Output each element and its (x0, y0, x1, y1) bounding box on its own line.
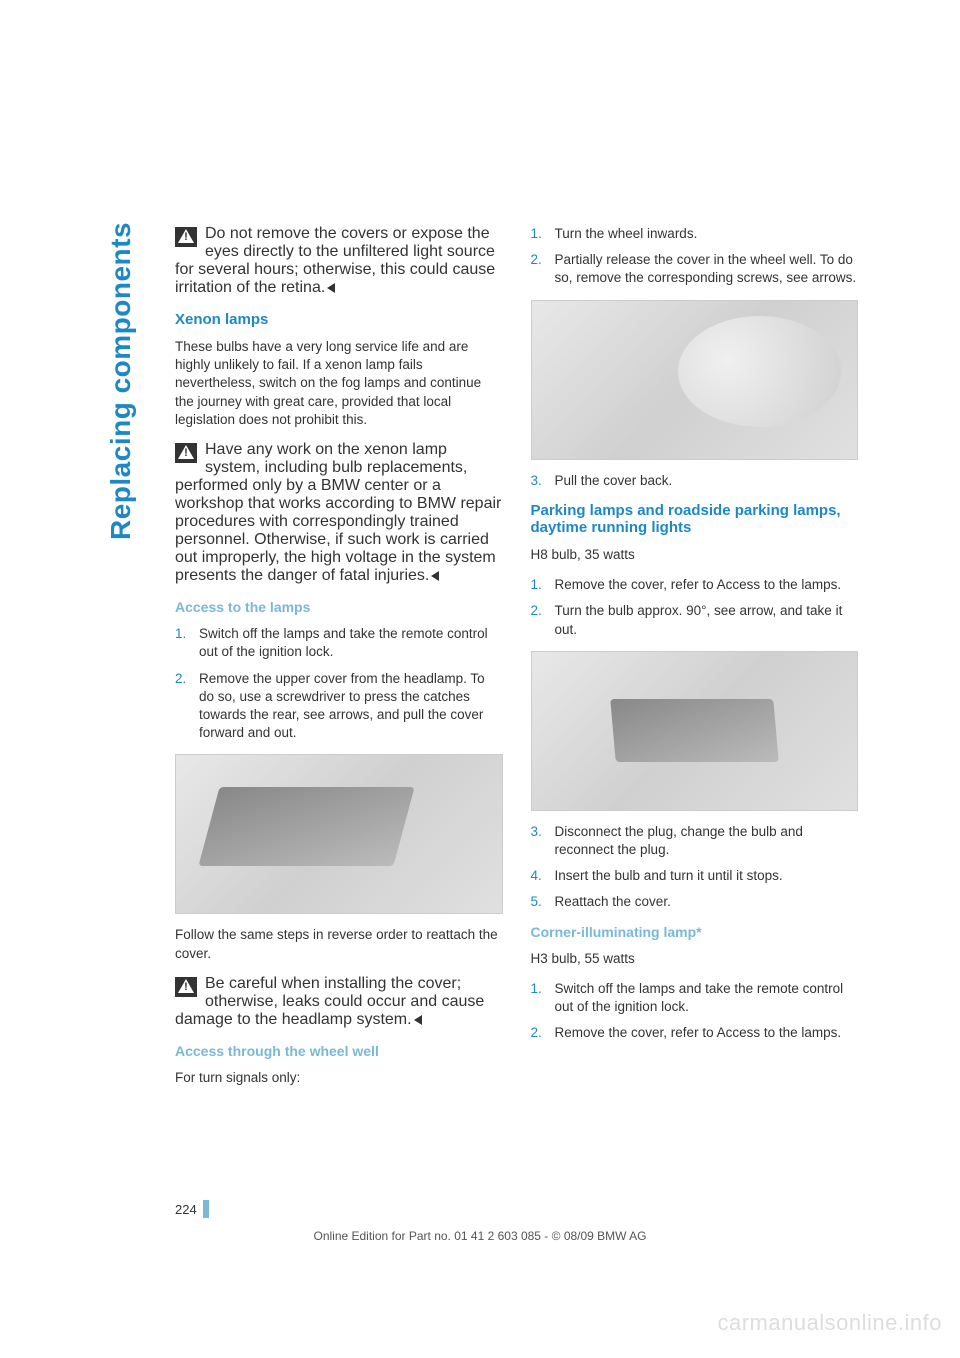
side-title: Replacing components (105, 222, 137, 540)
parking-steps-top: Remove the cover, refer to Access to the… (531, 576, 859, 639)
warning-icon (175, 227, 197, 247)
warning-xenon-text: Have any work on the xenon lamp system, … (175, 441, 501, 584)
footer-text: Online Edition for Part no. 01 41 2 603 … (0, 1229, 960, 1243)
heading-xenon: Xenon lamps (175, 311, 503, 328)
wheel-step-3: Pull the cover back. (531, 472, 859, 490)
parking-step-2: Turn the bulb approx. 90°, see arrow, an… (531, 602, 859, 638)
wheel-well-intro: For turn signals only: (175, 1069, 503, 1087)
access-step-2: Remove the upper cover from the headlamp… (175, 670, 503, 743)
figure-bulb-turn (531, 651, 859, 811)
end-indicator-icon (431, 571, 439, 581)
parking-step-3: Disconnect the plug, change the bulb and… (531, 823, 859, 859)
wheel-step-2: Partially release the cover in the wheel… (531, 251, 859, 287)
left-column: Do not remove the covers or expose the e… (175, 225, 503, 1099)
page-marker-icon (203, 1200, 209, 1218)
parking-steps-bottom: Disconnect the plug, change the bulb and… (531, 823, 859, 912)
warning-icon (175, 977, 197, 997)
heading-parking-lamps: Parking lamps and roadside parking lamps… (531, 502, 859, 536)
figure-headlamp-cover (175, 754, 503, 914)
wheel-step-1: Turn the wheel inwards. (531, 225, 859, 243)
warning-xenon: Have any work on the xenon lamp system, … (175, 441, 503, 585)
xenon-paragraph: These bulbs have a very long service lif… (175, 338, 503, 429)
heading-access-lamps: Access to the lamps (175, 599, 503, 615)
right-column: Turn the wheel inwards. Partially releas… (531, 225, 859, 1099)
parking-step-4: Insert the bulb and turn it until it sto… (531, 867, 859, 885)
access-after-text: Follow the same steps in reverse order t… (175, 926, 503, 962)
end-indicator-icon (414, 1015, 422, 1025)
warning-cover-text: Be careful when installing the cover; ot… (175, 975, 484, 1028)
page-number-wrap: 224 (175, 1200, 209, 1218)
warning-icon (175, 443, 197, 463)
watermark: carmanualsonline.info (717, 1310, 942, 1336)
parking-step-5: Reattach the cover. (531, 893, 859, 911)
figure-wheel-well (531, 300, 859, 460)
warning-retina: Do not remove the covers or expose the e… (175, 225, 503, 297)
access-step-1: Switch off the lamps and take the remote… (175, 625, 503, 661)
wheel-steps-bottom: Pull the cover back. (531, 472, 859, 490)
corner-step-1: Switch off the lamps and take the remote… (531, 980, 859, 1016)
parking-spec: H8 bulb, 35 watts (531, 546, 859, 564)
parking-step-1: Remove the cover, refer to Access to the… (531, 576, 859, 594)
access-steps: Switch off the lamps and take the remote… (175, 625, 503, 742)
corner-spec: H3 bulb, 55 watts (531, 950, 859, 968)
end-indicator-icon (327, 283, 335, 293)
corner-steps: Switch off the lamps and take the remote… (531, 980, 859, 1043)
wheel-steps-top: Turn the wheel inwards. Partially releas… (531, 225, 859, 288)
page-number: 224 (175, 1202, 197, 1217)
heading-wheel-well: Access through the wheel well (175, 1043, 503, 1059)
warning-cover: Be careful when installing the cover; ot… (175, 975, 503, 1029)
corner-step-2: Remove the cover, refer to Access to the… (531, 1024, 859, 1042)
content-columns: Do not remove the covers or expose the e… (175, 225, 858, 1099)
page-container: Replacing components Do not remove the c… (0, 0, 960, 1358)
heading-corner-lamp: Corner-illuminating lamp* (531, 924, 859, 940)
